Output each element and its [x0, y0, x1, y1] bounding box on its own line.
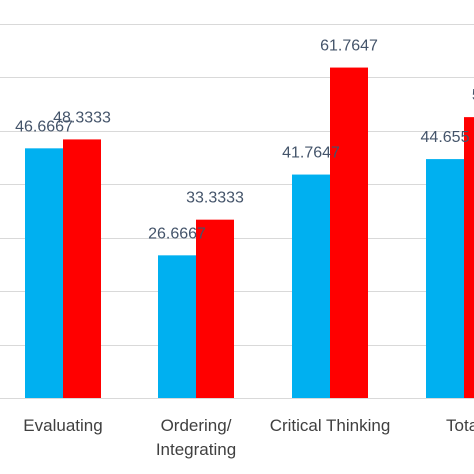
bar-series-1-evaluating [25, 148, 63, 398]
bar-series-2-evaluating [63, 139, 101, 398]
data-label: 33.3333 [186, 190, 244, 207]
category-labels: Evaluating Ordering/Integrating Critical T… [23, 416, 474, 459]
data-label: 44.655 [421, 129, 470, 146]
bar-series-2-total [464, 117, 474, 398]
data-label: 61.7647 [320, 38, 378, 55]
data-label: 26.6667 [148, 225, 206, 242]
bar-series-1-ordering-integrating [158, 255, 196, 398]
data-label: 48.3333 [53, 109, 111, 126]
bar-series-1-total [426, 159, 464, 398]
bars [25, 67, 474, 399]
data-label: 52. [472, 87, 474, 104]
bar-series-2-ordering-integrating [196, 219, 234, 398]
bar-series-2-critical-thinking [330, 67, 368, 399]
category-label: Total [446, 416, 474, 435]
data-label: 41.7647 [282, 145, 340, 162]
category-label: Ordering/ [161, 416, 232, 435]
data-labels: 46.6667 26.6667 41.7647 44.655 48.3333 33.333… [15, 38, 474, 243]
category-label: Critical Thinking [270, 416, 391, 435]
bar-series-1-critical-thinking [292, 174, 330, 398]
category-label: Evaluating [23, 416, 102, 435]
category-label: Integrating [156, 440, 236, 459]
data-label: 46.6667 [15, 118, 73, 135]
